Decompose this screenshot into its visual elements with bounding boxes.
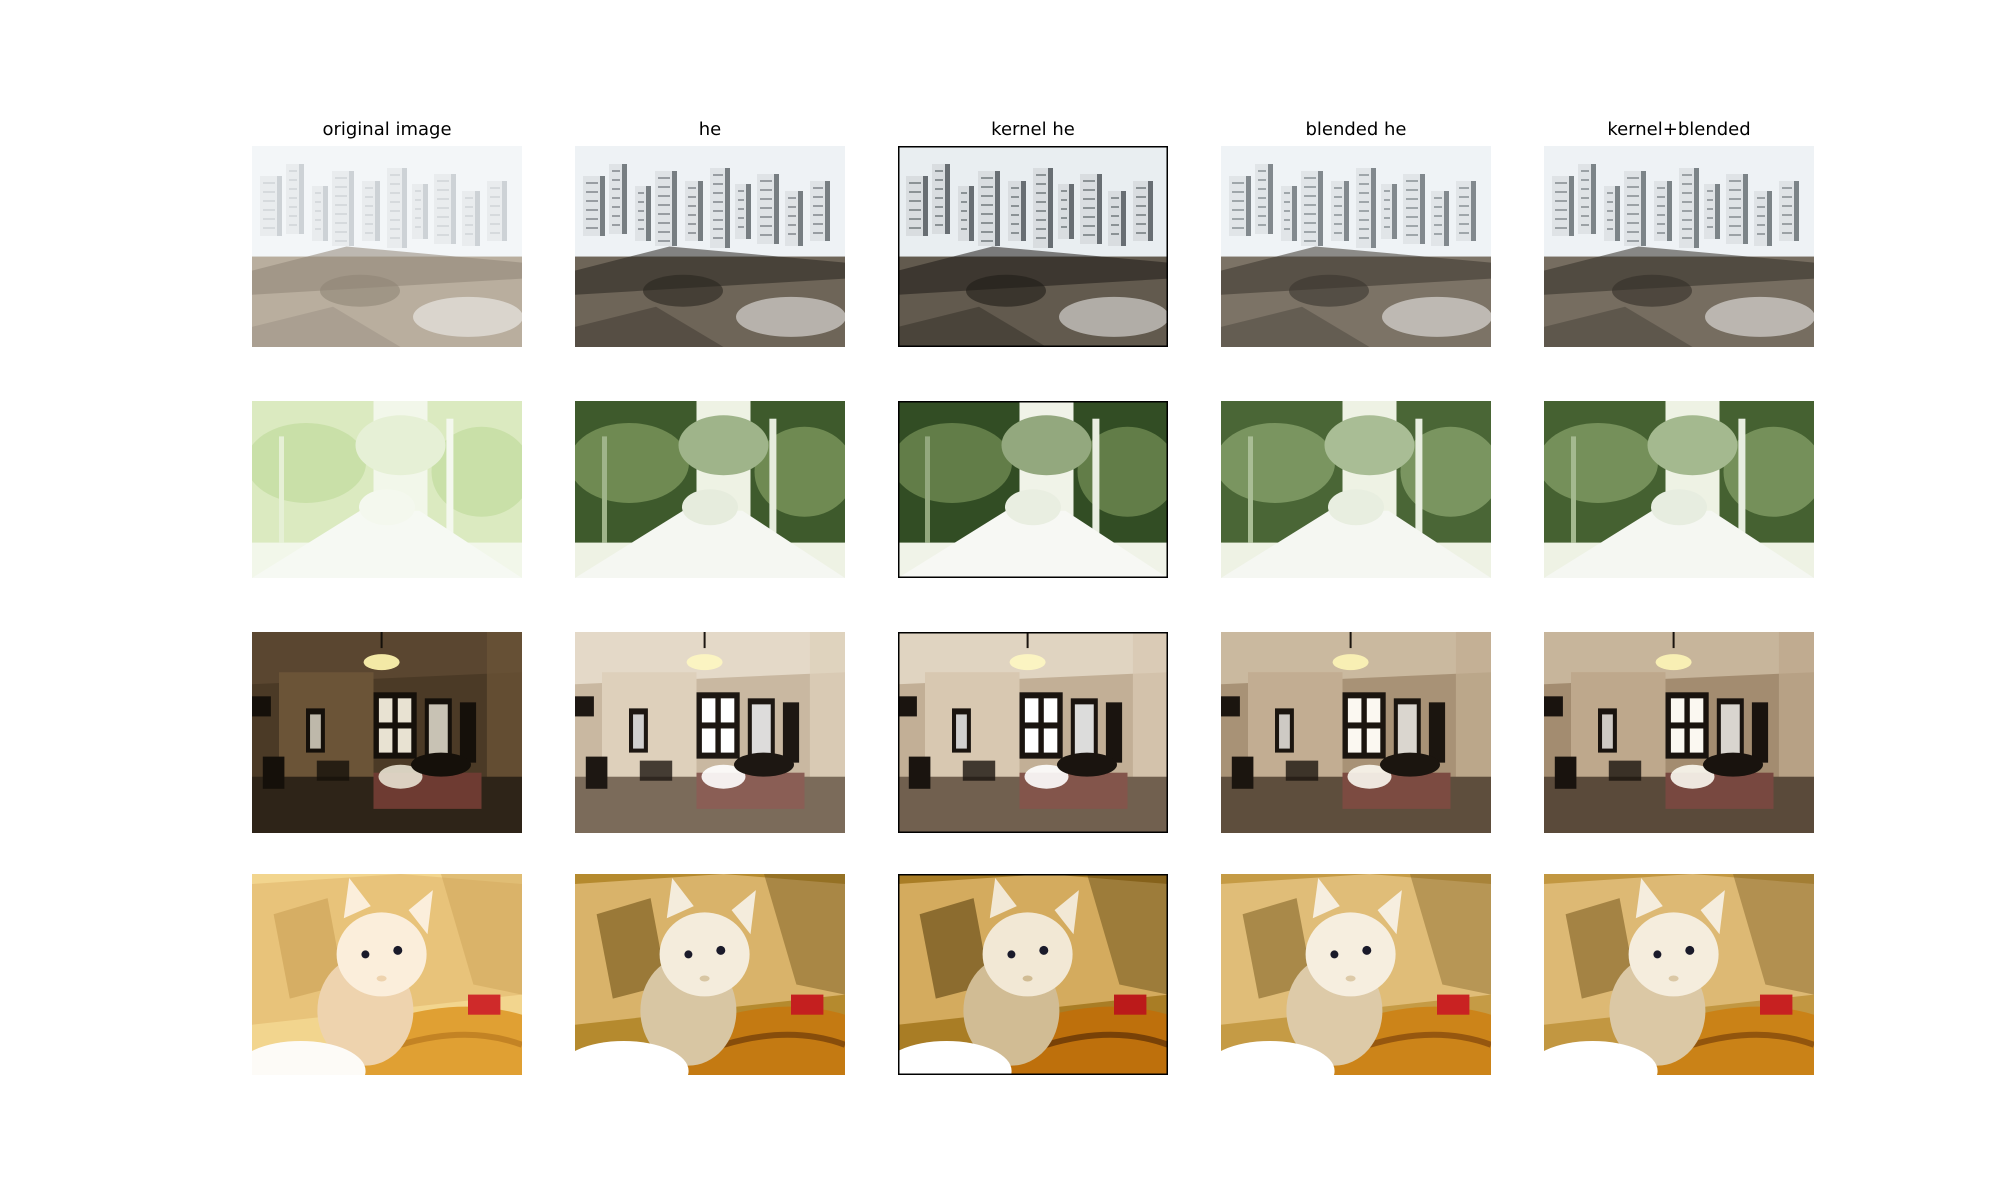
image-panel-city-aerial-original (252, 146, 522, 347)
image-panel-kitten-kernel-he (898, 874, 1168, 1075)
column-title-kernel-he: kernel he (991, 119, 1075, 140)
column-title-original: original image (322, 119, 452, 140)
image-panel-bedroom-kernel-he (898, 632, 1168, 833)
image-panel-kitten-kernel-blended (1544, 874, 1814, 1075)
image-panel-bedroom-blended-he (1221, 632, 1491, 833)
image-panel-forest-path-he (575, 401, 845, 578)
image-panel-kitten-blended-he (1221, 874, 1491, 1075)
image-panel-kitten-he (575, 874, 845, 1075)
image-panel-city-aerial-blended-he (1221, 146, 1491, 347)
column-title-blended-he: blended he (1305, 119, 1407, 140)
column-title-he: he (698, 119, 722, 140)
image-panel-city-aerial-he (575, 146, 845, 347)
image-panel-city-aerial-kernel-he (898, 146, 1168, 347)
image-panel-forest-path-kernel-he (898, 401, 1168, 578)
image-panel-kitten-original (252, 874, 522, 1075)
image-panel-forest-path-kernel-blended (1544, 401, 1814, 578)
image-panel-forest-path-blended-he (1221, 401, 1491, 578)
image-panel-forest-path-original (252, 401, 522, 578)
image-panel-city-aerial-kernel-blended (1544, 146, 1814, 347)
image-panel-bedroom-he (575, 632, 845, 833)
image-panel-bedroom-kernel-blended (1544, 632, 1814, 833)
image-panel-bedroom-original (252, 632, 522, 833)
column-title-kernel-blended: kernel+blended (1607, 119, 1751, 140)
